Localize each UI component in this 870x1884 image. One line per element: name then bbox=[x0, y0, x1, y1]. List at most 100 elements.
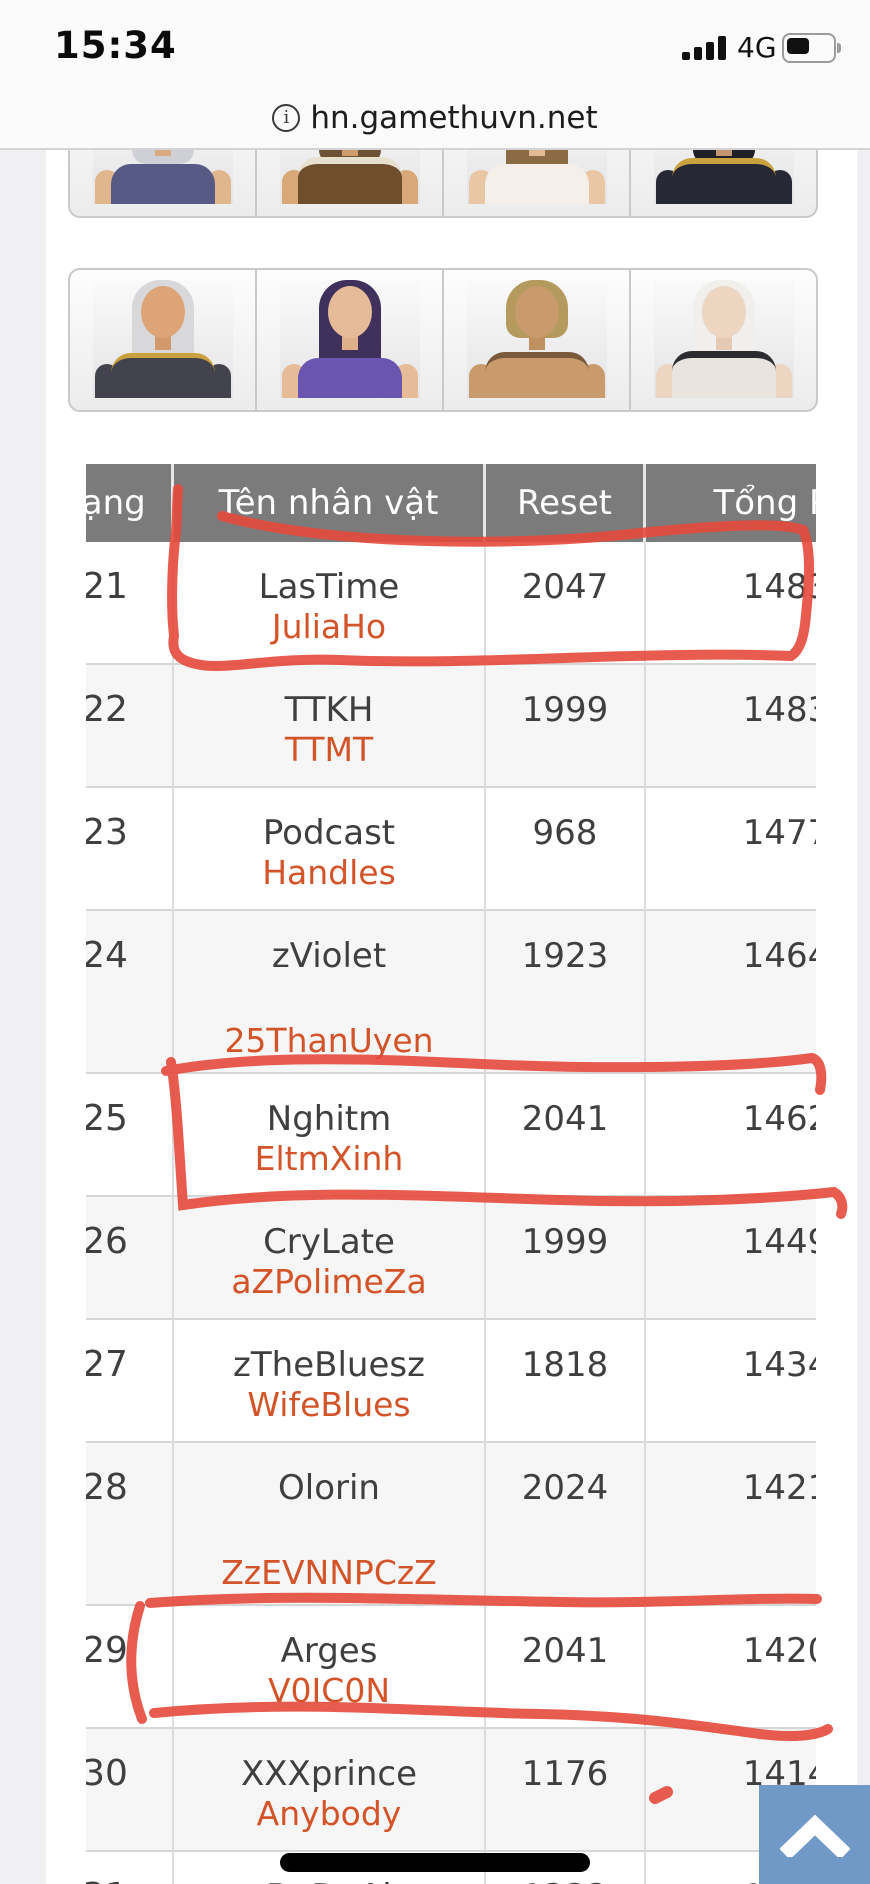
scroll-to-top-button[interactable] bbox=[759, 1785, 870, 1884]
character-name: LasTime bbox=[258, 567, 400, 607]
avatar-slot[interactable] bbox=[257, 270, 444, 410]
ranking-table-viewport[interactable]: Hạng Tên nhân vật Reset Tổng Poi 21 LasT… bbox=[86, 464, 816, 1884]
character-name: CryLate bbox=[263, 1222, 395, 1262]
name-cell: XXXprince Anybody bbox=[174, 1729, 486, 1852]
account-name[interactable]: TTMT bbox=[284, 730, 374, 769]
points-cell: 1420 bbox=[646, 1606, 816, 1729]
rank-cell: 26 bbox=[86, 1197, 174, 1320]
account-name[interactable]: WifeBlues bbox=[247, 1385, 411, 1424]
rank-cell: 21 bbox=[86, 542, 174, 665]
avatar-slot[interactable] bbox=[444, 270, 631, 410]
reset-cell: 2024 bbox=[486, 1443, 646, 1606]
rank-cell: 25 bbox=[86, 1074, 174, 1197]
rank-cell: 27 bbox=[86, 1320, 174, 1443]
reset-cell: 2041 bbox=[486, 1606, 646, 1729]
avatar-slot[interactable] bbox=[631, 270, 816, 410]
account-name[interactable]: ZzEVNNPCzZ bbox=[221, 1553, 437, 1592]
character-name: B..D..Al bbox=[175, 1877, 483, 1884]
character-avatar-image bbox=[653, 280, 794, 398]
points-cell: 1483 bbox=[646, 542, 816, 665]
header-rank: Hạng bbox=[86, 464, 174, 542]
battery-icon bbox=[782, 33, 841, 63]
table-row: 28 Olorin ZzEVNNPCzZ 2024 1421 bbox=[86, 1443, 816, 1606]
network-type-label: 4G bbox=[737, 31, 777, 64]
clock: 15:34 bbox=[54, 24, 177, 67]
page-info-icon[interactable]: i bbox=[272, 104, 301, 132]
header-character-name: Tên nhân vật bbox=[174, 464, 486, 542]
table-header-row: Hạng Tên nhân vật Reset Tổng Poi bbox=[86, 464, 816, 542]
url-text[interactable]: hn.gamethuvn.net bbox=[310, 100, 598, 136]
name-cell: Nghitm EltmXinh bbox=[174, 1074, 486, 1197]
account-name[interactable]: Anybody bbox=[256, 1794, 402, 1833]
home-indicator[interactable] bbox=[280, 1853, 590, 1872]
name-cell: CryLate aZPolimeZa bbox=[174, 1197, 486, 1320]
page-right-gutter bbox=[857, 148, 870, 1884]
character-avatar-image bbox=[279, 280, 420, 398]
reset-cell: 1176 bbox=[486, 1729, 646, 1852]
reset-cell: 2047 bbox=[486, 542, 646, 665]
character-name: TTKH bbox=[284, 690, 374, 730]
character-avatar-image bbox=[92, 280, 233, 398]
chevron-up-icon bbox=[779, 1814, 850, 1857]
reset-cell: 2041 bbox=[486, 1074, 646, 1197]
account-name[interactable]: EltmXinh bbox=[254, 1139, 404, 1178]
name-cell: zViolet 25ThanUyen bbox=[174, 911, 486, 1074]
signal-strength-icon bbox=[682, 36, 728, 60]
character-avatar-image bbox=[466, 280, 607, 398]
reset-cell: 968 bbox=[486, 788, 646, 911]
name-cell: zTheBluesz WifeBlues bbox=[174, 1320, 486, 1443]
character-name: zTheBluesz bbox=[233, 1345, 425, 1385]
character-name: Olorin bbox=[278, 1468, 380, 1508]
ranking-table: Hạng Tên nhân vật Reset Tổng Poi 21 LasT… bbox=[86, 464, 816, 1884]
avatar-panel-row2 bbox=[68, 268, 818, 412]
name-cell: LasTime JuliaHo bbox=[174, 542, 486, 665]
rank-cell: 23 bbox=[86, 788, 174, 911]
points-cell: 1434 bbox=[646, 1320, 816, 1443]
account-name[interactable]: 25ThanUyen bbox=[224, 1021, 434, 1060]
rank-cell: 29 bbox=[86, 1606, 174, 1729]
character-name: XXXprince bbox=[240, 1754, 418, 1794]
points-cell: 1464 bbox=[646, 911, 816, 1074]
rank-cell: 30 bbox=[86, 1729, 174, 1852]
reset-cell: 1999 bbox=[486, 1197, 646, 1320]
browser-chrome: 15:34 4G i hn.gamethuvn.net bbox=[0, 0, 870, 150]
table-row: 24 zViolet 25ThanUyen 1923 1464 bbox=[86, 911, 816, 1074]
account-name[interactable]: V0IC0N bbox=[267, 1671, 391, 1710]
points-cell: 1421 bbox=[646, 1443, 816, 1606]
points-cell: 1483 bbox=[646, 665, 816, 788]
rank-cell: 28 bbox=[86, 1443, 174, 1606]
reset-cell: 1999 bbox=[486, 665, 646, 788]
name-cell: TTKH TTMT bbox=[174, 665, 486, 788]
account-name[interactable]: JuliaHo bbox=[271, 607, 387, 646]
account-name[interactable]: aZPolimeZa bbox=[231, 1262, 427, 1301]
name-cell: Arges V0IC0N bbox=[174, 1606, 486, 1729]
header-reset: Reset bbox=[486, 464, 646, 542]
character-name: zViolet bbox=[271, 936, 387, 976]
rank-cell: 24 bbox=[86, 911, 174, 1074]
status-bar: 15:34 4G bbox=[0, 0, 870, 75]
reset-cell: 1818 bbox=[486, 1320, 646, 1443]
avatar-slot[interactable] bbox=[70, 270, 257, 410]
character-name: Arges bbox=[280, 1631, 378, 1671]
rank-cell: 22 bbox=[86, 665, 174, 788]
reset-cell: 1923 bbox=[486, 911, 646, 1074]
page-left-gutter bbox=[0, 148, 46, 1884]
url-bar[interactable]: i hn.gamethuvn.net bbox=[0, 100, 870, 148]
character-name: Nghitm bbox=[266, 1099, 392, 1139]
name-cell: Olorin ZzEVNNPCzZ bbox=[174, 1443, 486, 1606]
account-name[interactable]: Handles bbox=[262, 853, 396, 892]
name-cell: Podcast Handles bbox=[174, 788, 486, 911]
character-name: Podcast bbox=[262, 813, 396, 853]
points-cell: 1477 bbox=[646, 788, 816, 911]
points-cell: 1449 bbox=[646, 1197, 816, 1320]
